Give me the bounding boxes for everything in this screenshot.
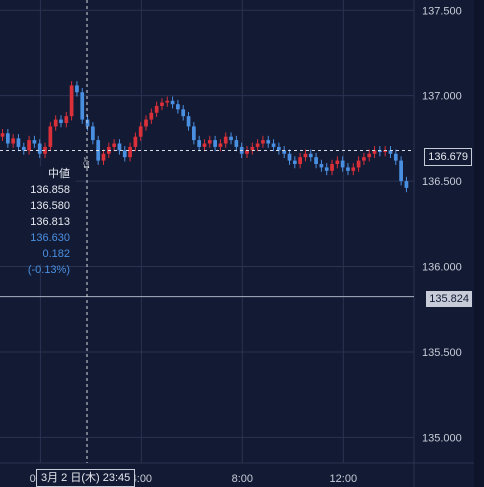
candle-body (138, 126, 143, 137)
candle-body (154, 105, 159, 113)
candle-body (80, 92, 85, 120)
candle-body (271, 143, 276, 147)
candle-body (287, 153, 292, 161)
candle-body (191, 126, 196, 141)
candle-body (128, 146, 132, 158)
candle-body (351, 167, 356, 171)
x-tick-label: 8:00 (232, 473, 253, 485)
candle-body (91, 126, 95, 141)
candle-body (245, 150, 249, 154)
candle-body (27, 140, 31, 151)
candle-body (277, 146, 281, 151)
candle-body (5, 133, 10, 144)
candle-body (16, 138, 21, 147)
x-tick-label: 4:00 (131, 473, 152, 485)
last-price-label: 136.679 (424, 148, 472, 166)
candle-body (292, 160, 297, 165)
candle-body (250, 146, 255, 151)
candle-body (112, 143, 116, 147)
candles (0, 81, 409, 193)
mouse-pointer-icon: 👆︎ (83, 155, 90, 172)
candle-body (170, 100, 175, 105)
candle-body (75, 85, 79, 93)
legend-high: 136.580 (30, 200, 70, 212)
x-tick-label: 12:00 (330, 473, 358, 485)
candle-body (340, 160, 345, 168)
candle-body (399, 160, 403, 182)
y-tick-label: 135.500 (422, 347, 462, 359)
candle-body (122, 150, 127, 158)
candle-body (404, 181, 409, 188)
candle-body (197, 140, 202, 147)
candle-body (223, 136, 228, 144)
y-axis: 137.500 137.000 136.500 136.000 135.500 135.0… (422, 5, 462, 444)
legend-close: 136.630 (30, 232, 70, 244)
candle-body (207, 140, 212, 144)
candle-body (37, 143, 42, 154)
candle-body (218, 143, 223, 147)
candle-body (59, 119, 63, 124)
candle-body (282, 150, 287, 154)
candle-body (356, 160, 361, 168)
candle-body (303, 153, 308, 158)
candle-body (383, 150, 388, 153)
candle-body (367, 153, 372, 158)
candle-body (346, 167, 350, 171)
candle-body (144, 119, 148, 127)
candle-body (48, 126, 53, 147)
candle-body (11, 138, 16, 144)
candle-body (255, 143, 260, 147)
candle-body (388, 150, 393, 154)
candle-body (85, 119, 90, 127)
candle-body (64, 116, 69, 124)
candle-body (165, 100, 170, 103)
candle-body (229, 136, 233, 141)
candle-body (133, 136, 138, 147)
candle-body (160, 102, 164, 106)
candle-body (21, 146, 26, 151)
y-tick-label: 136.000 (422, 262, 462, 274)
candle-body (319, 164, 324, 168)
candle-body (186, 116, 191, 127)
candle-body (176, 104, 180, 110)
legend-header: 中値 (48, 168, 70, 180)
candle-body (149, 112, 154, 120)
ohlc-legend: 中値 136.858 136.580 136.813 136.630 0.182… (0, 166, 76, 276)
y-tick-label: 137.000 (422, 91, 462, 103)
candle-body (181, 109, 186, 117)
candle-body (308, 153, 313, 158)
candle-body (234, 140, 239, 147)
candle-body (324, 167, 329, 171)
candle-body (202, 143, 207, 147)
candle-body (266, 140, 271, 144)
crosshair-time-label: 3月 2 日(木) 23:45 (36, 469, 136, 487)
candle-body (298, 157, 302, 165)
candle-body (43, 146, 47, 154)
y-tick-label: 136.500 (422, 176, 462, 188)
crosshair-price-label: 135.824 (426, 291, 472, 307)
candle-body (314, 157, 318, 165)
candle-body (53, 119, 58, 127)
y-tick-label: 137.500 (422, 5, 462, 17)
candle-body (213, 140, 217, 147)
candle-body (32, 140, 37, 144)
candle-body (335, 160, 340, 165)
scroll-edge[interactable] (474, 0, 484, 487)
candle-body (330, 164, 334, 171)
candle-body (117, 143, 122, 151)
candle-body (362, 157, 366, 161)
candle-body (393, 153, 398, 161)
legend-low: 136.813 (30, 216, 70, 228)
candle-body (0, 133, 5, 137)
candle-body (101, 153, 106, 161)
legend-open: 136.858 (30, 184, 70, 196)
candle-body (372, 150, 377, 154)
y-tick-label: 135.000 (422, 432, 462, 444)
candle-body (261, 140, 265, 144)
candle-body (69, 85, 74, 117)
candle-body (377, 150, 382, 153)
legend-change: 0.182 (-0.13%) (27, 248, 70, 276)
overlay-lines (0, 0, 414, 463)
